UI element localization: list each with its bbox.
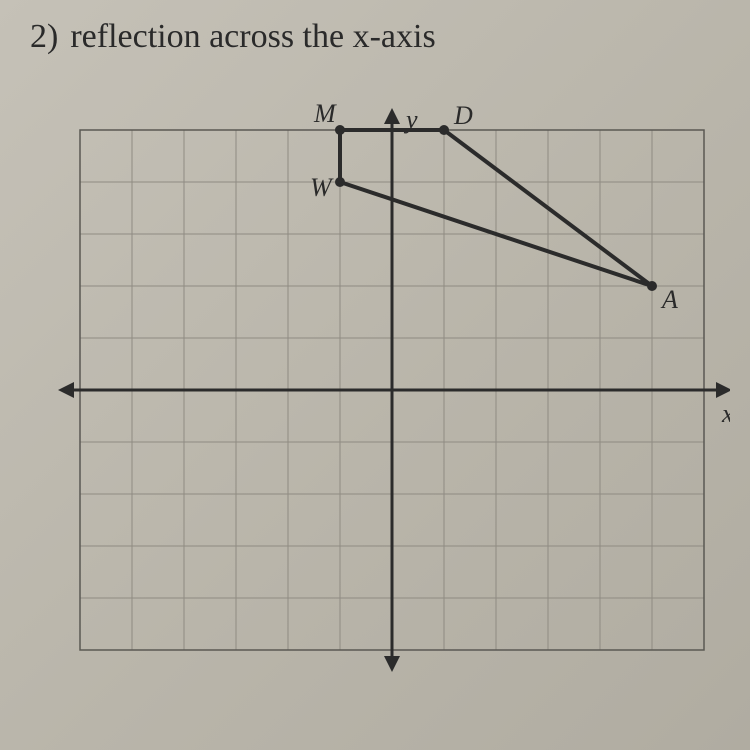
vertex-point-w [335, 177, 345, 187]
vertex-label-d: D [453, 101, 473, 130]
coordinate-graph: yxMDAW [50, 90, 730, 730]
question-number: 2) [30, 18, 58, 56]
x-axis-label: x [721, 399, 730, 428]
vertex-label-w: W [310, 173, 334, 202]
vertex-label-a: A [660, 285, 678, 314]
vertex-label-m: M [313, 99, 337, 128]
question-text: reflection across the x-axis [70, 18, 435, 56]
vertex-point-a [647, 281, 657, 291]
vertex-point-d [439, 125, 449, 135]
vertex-point-m [335, 125, 345, 135]
